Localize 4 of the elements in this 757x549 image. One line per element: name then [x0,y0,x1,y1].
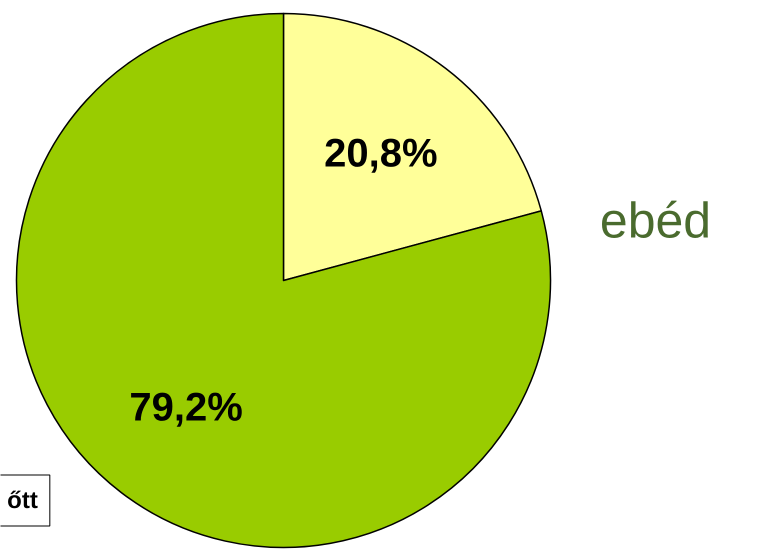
slice-label: őtt [7,487,38,514]
data-label: 20,8% [324,131,438,176]
slice-label: ebéd [600,192,712,248]
data-label: 79,2% [129,386,243,430]
